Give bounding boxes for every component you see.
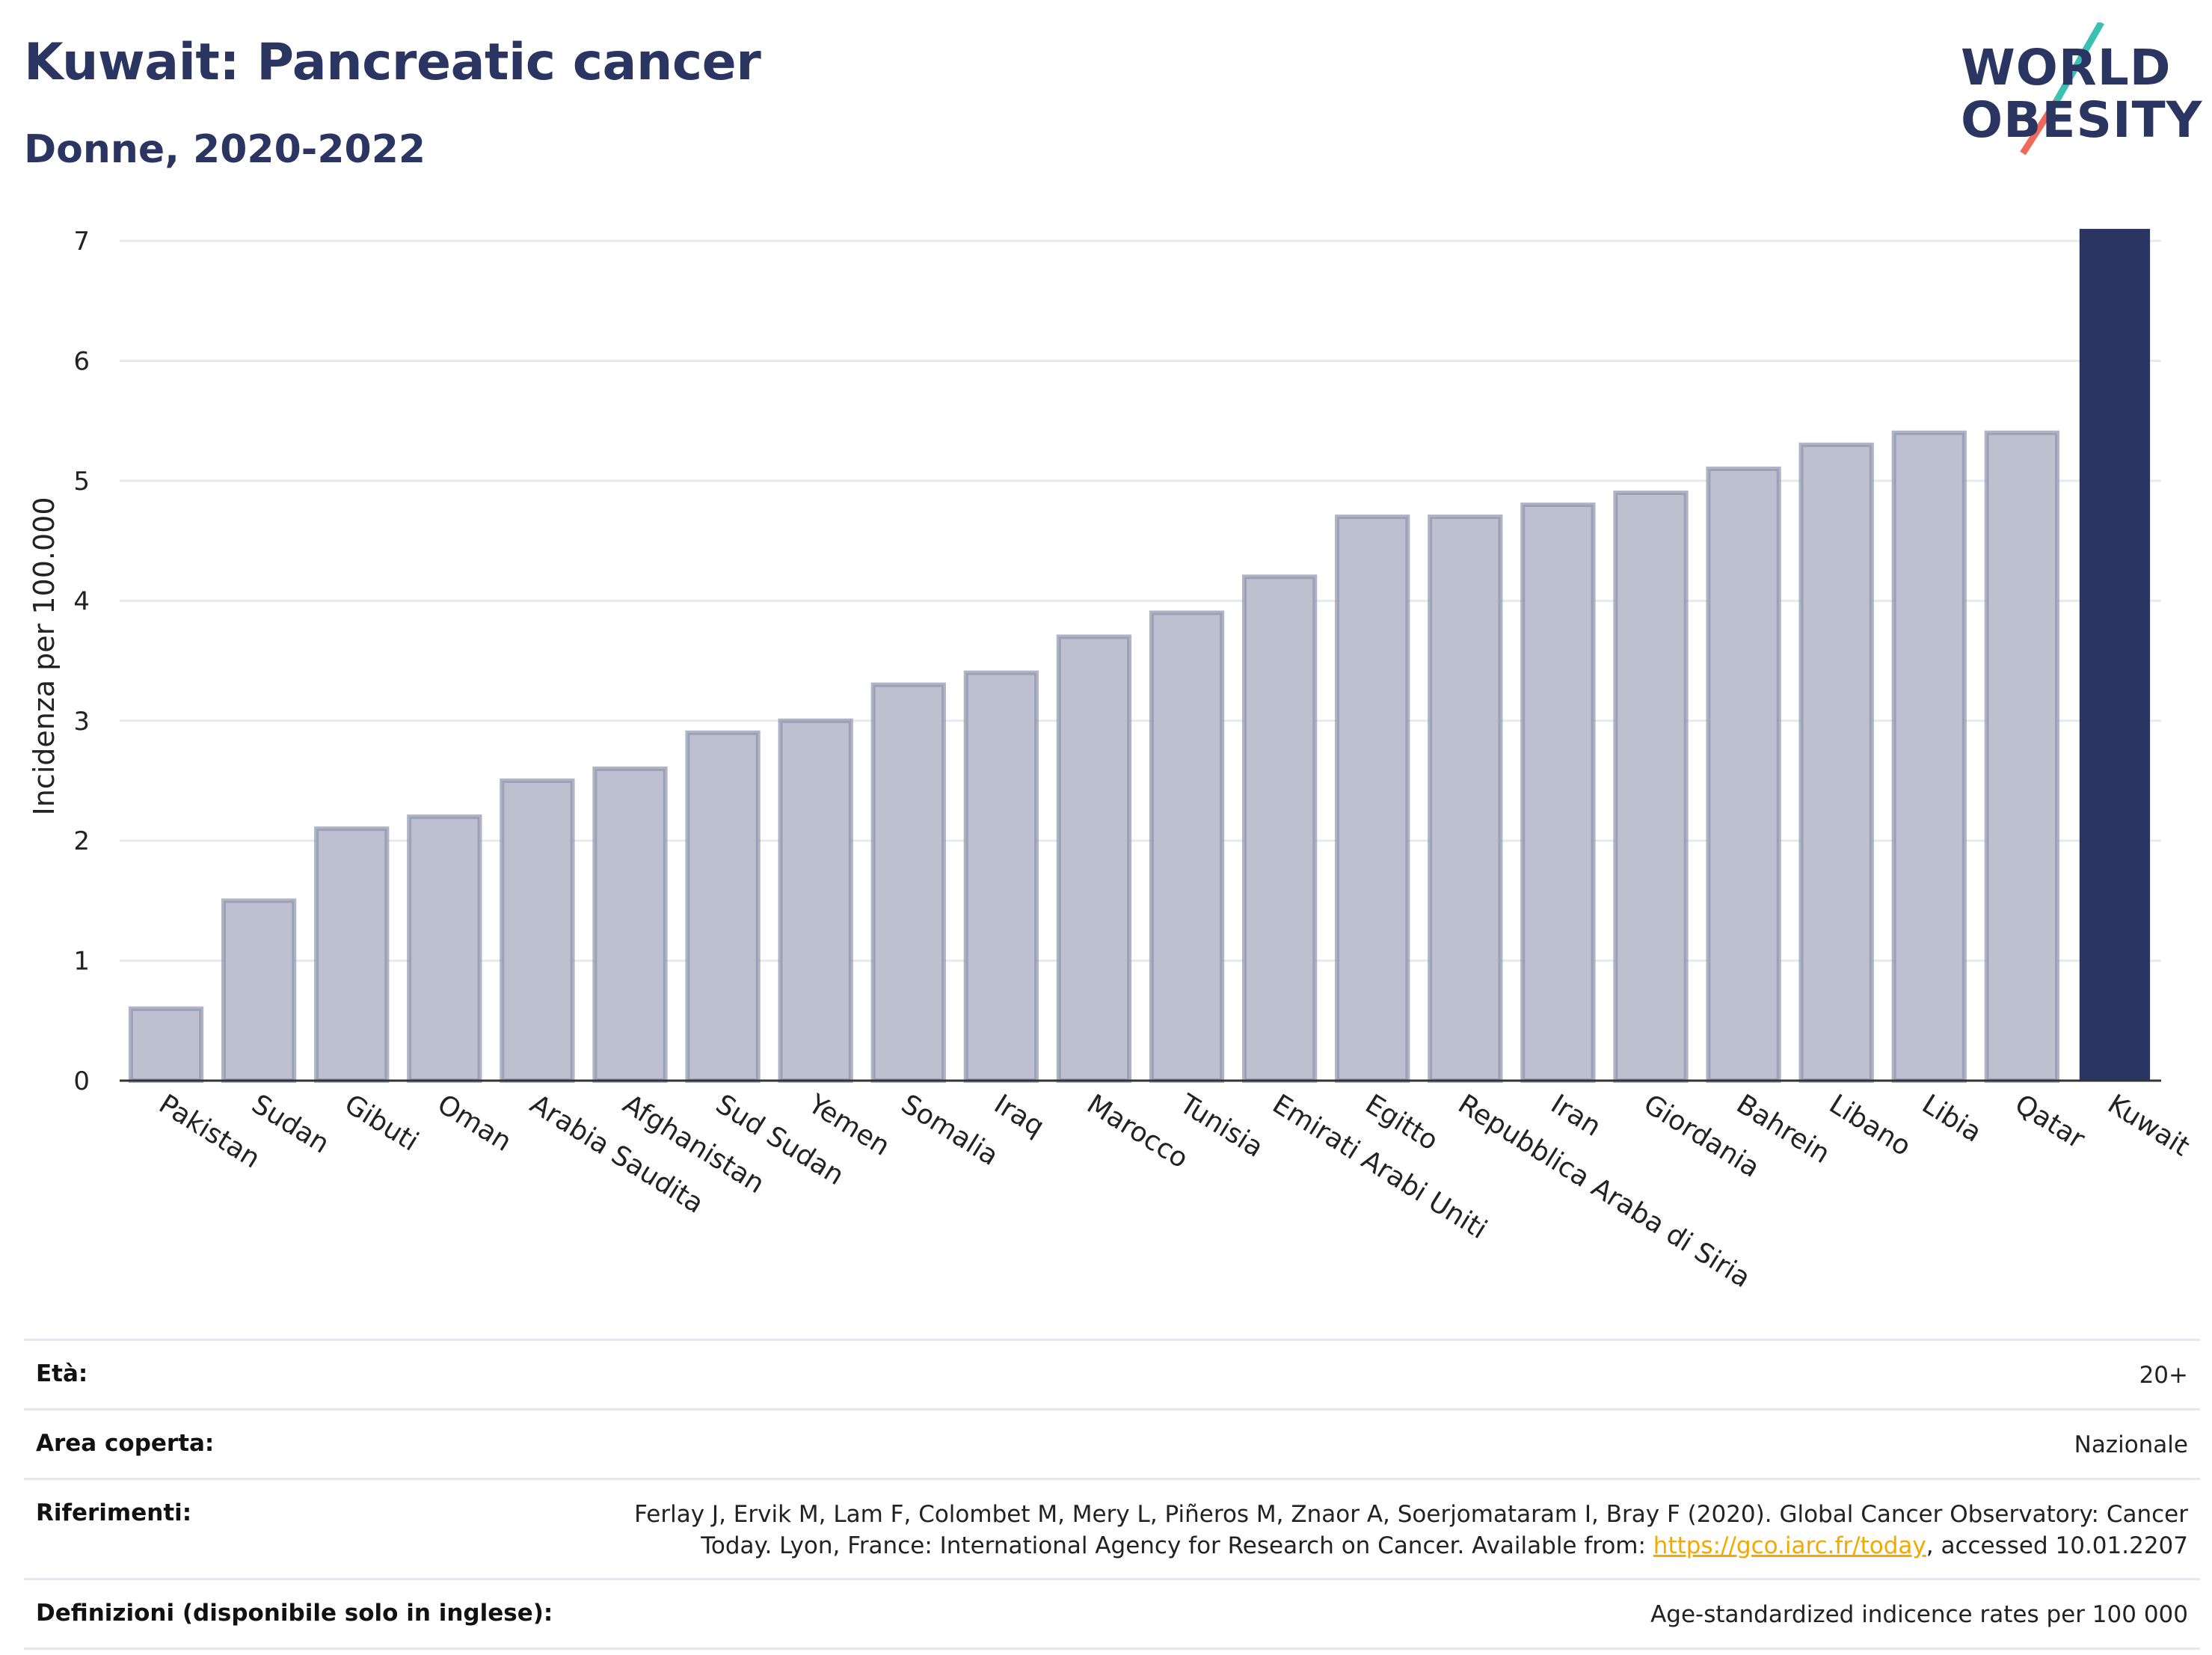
bar [1520,503,1596,1083]
info-value: Age-standardized indicence rates per 100… [1650,1601,2188,1629]
bar [1241,574,1318,1083]
bar [1428,515,1503,1083]
x-tick-label: Gibuti [339,1089,423,1158]
x-tick-label: Marocco [1081,1089,1193,1175]
bar [2079,229,2151,1081]
x-tick-label: Libano [1824,1089,1916,1162]
bar [1613,490,1689,1083]
bar [592,766,668,1083]
bar [963,670,1039,1083]
y-tick-label: 0 [73,1066,90,1096]
x-tick-label: Somalia [896,1089,1004,1172]
x-tick-label: Iraq [989,1089,1049,1143]
bar [1149,610,1225,1083]
bar [221,898,297,1083]
info-row-definitions: Definizioni (disponibile solo in inglese… [24,1578,2200,1651]
bar [1798,442,1874,1083]
bar [778,718,853,1083]
bar [314,826,390,1083]
bar [128,1006,204,1083]
info-row-area: Area coperta: Nazionale [24,1407,2200,1478]
info-row-age: Età: 20+ [24,1339,2200,1408]
y-tick-label: 2 [73,826,90,856]
reference-text: Ferlay J, Ervik M, Lam F, Colombet M, Me… [634,1500,2188,1559]
y-tick-label: 4 [73,586,90,616]
reference-accessed: , accessed 10.01.2207 [1926,1532,2188,1559]
info-label: Area coperta: [36,1429,215,1457]
info-value: Ferlay J, Ervik M, Lam F, Colombet M, Me… [618,1499,2188,1562]
x-tick-label: Libia [1917,1089,1987,1149]
y-tick-label: 5 [73,467,90,497]
bar [1335,515,1410,1083]
logo-word-obesity: OBESITY [1961,91,2203,149]
bar [1056,634,1132,1083]
logo-slash-icon [2020,22,2104,156]
bar [500,778,575,1084]
x-tick-label: Qatar [2009,1089,2090,1155]
world-obesity-logo: WORLD OBESITY [1952,22,2206,161]
info-value: 20+ [2139,1362,2188,1389]
bar [870,682,946,1083]
y-tick-label: 7 [73,227,90,257]
bar [407,814,482,1084]
x-tick-label: Pakistan [153,1089,265,1175]
bar [685,730,761,1084]
bar [1706,466,1781,1083]
info-label: Riferimenti: [36,1499,192,1526]
info-label: Età: [36,1360,88,1387]
bar [1891,430,1967,1083]
y-tick-label: 1 [73,947,90,977]
logo-word-world: WORLD [1961,39,2172,96]
x-tick-label: Iran [1546,1089,1606,1143]
y-axis-label: Incidenza per 100.000 [28,497,61,816]
info-value: Nazionale [2074,1431,2188,1458]
x-tick-label: Kuwait [2102,1089,2195,1163]
bar [1984,430,2060,1083]
info-table: Età: 20+ Area coperta: Nazionale Riferim… [24,1339,2200,1651]
info-label: Definizioni (disponibile solo in inglese… [36,1600,553,1627]
y-tick-label: 3 [73,707,90,737]
reference-link[interactable]: https://gco.iarc.fr/today [1653,1532,1926,1559]
chart-subtitle: Donne, 2020-2022 [24,127,426,172]
chart-title: Kuwait: Pancreatic cancer [24,33,761,92]
y-tick-label: 6 [73,347,90,377]
info-row-references: Riferimenti: Ferlay J, Ervik M, Lam F, C… [24,1477,2200,1579]
x-tick-label: Oman [432,1089,517,1158]
